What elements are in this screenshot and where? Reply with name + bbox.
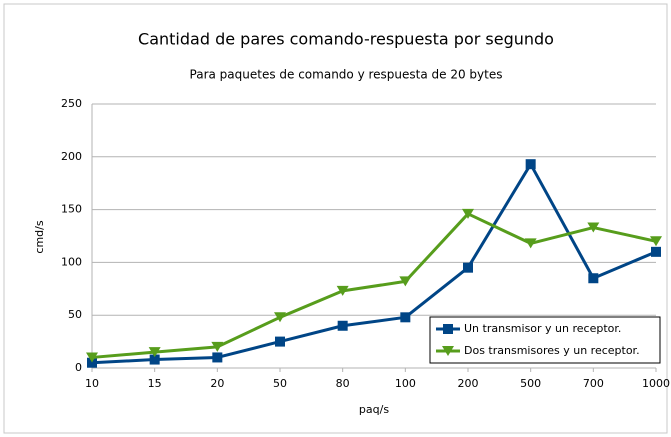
y-axis-label: cmd/s — [33, 220, 46, 253]
marker — [588, 273, 599, 284]
marker — [443, 324, 453, 334]
y-tick-label: 150 — [61, 203, 82, 216]
x-tick-label: 200 — [458, 377, 479, 390]
x-tick-label: 1000 — [642, 377, 670, 390]
marker — [336, 285, 349, 296]
marker — [587, 222, 600, 233]
x-tick-label: 80 — [336, 377, 350, 390]
x-tick-label: 20 — [210, 377, 224, 390]
x-tick-label: 500 — [520, 377, 541, 390]
marker — [87, 357, 97, 368]
marker — [651, 246, 661, 257]
x-axis-label: paq/s — [359, 403, 389, 416]
marker — [524, 238, 537, 249]
x-tick-label: 15 — [148, 377, 162, 390]
marker — [212, 352, 223, 363]
legend-label: Un transmisor y un receptor. — [464, 322, 621, 335]
y-tick-label: 50 — [68, 308, 82, 321]
y-tick-label: 200 — [61, 150, 82, 163]
marker — [400, 312, 411, 323]
chart-subtitle: Para paquetes de comando y respuesta de … — [190, 68, 503, 82]
x-tick-label: 10 — [85, 377, 99, 390]
x-tick-label: 100 — [395, 377, 416, 390]
marker — [274, 312, 286, 323]
y-tick-label: 250 — [61, 97, 82, 110]
legend-label: Dos transmisores y un receptor. — [464, 344, 640, 357]
marker — [442, 346, 454, 356]
marker — [525, 159, 536, 170]
y-tick-label: 100 — [61, 255, 82, 268]
marker — [211, 341, 224, 352]
marker — [463, 262, 473, 273]
marker — [275, 336, 285, 347]
y-tick-label: 0 — [75, 361, 82, 374]
marker — [148, 347, 161, 358]
series-line — [91, 162, 657, 365]
marker — [86, 352, 98, 363]
series-line — [91, 212, 657, 359]
legend-box — [429, 316, 661, 364]
marker — [462, 208, 474, 219]
marker — [399, 276, 412, 287]
marker — [650, 236, 662, 247]
marker — [149, 354, 160, 365]
x-tick-label: 700 — [583, 377, 604, 390]
marker — [337, 320, 348, 331]
chart-title: Cantidad de pares comando-respuesta por … — [138, 30, 554, 49]
x-tick-label: 50 — [273, 377, 287, 390]
